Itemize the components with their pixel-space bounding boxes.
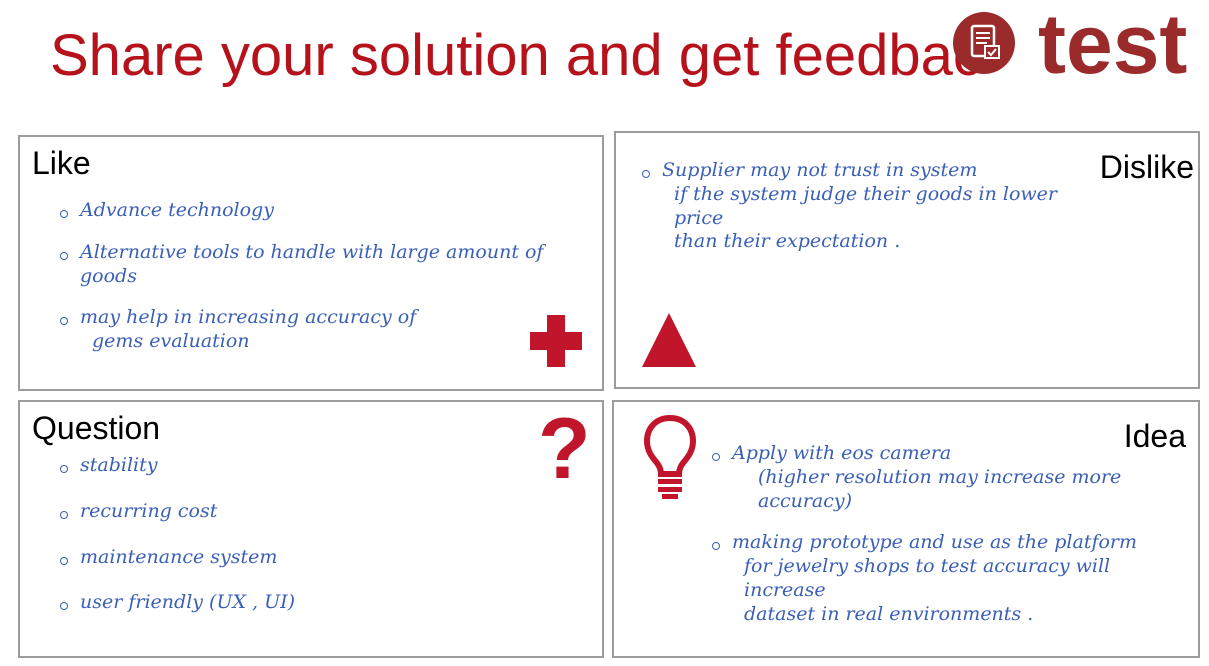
dislike-notes: Supplier may not trust in system if the s…	[638, 159, 1098, 272]
idea-panel: Idea Apply with eos camera (higher resolu…	[612, 400, 1200, 658]
list-item: Apply with eos camera (higher resolution …	[708, 442, 1192, 513]
list-item: Supplier may not trust in system if the s…	[638, 159, 1098, 254]
like-label: Like	[32, 145, 91, 181]
list-item: Alternative tools to handle with large a…	[56, 241, 596, 289]
triangle-icon	[640, 311, 698, 374]
list-item: Advance technology	[56, 199, 596, 223]
list-item: may help in increasing accuracy of gems e…	[56, 306, 596, 354]
page-title: Share your solution and get feedbac	[50, 23, 982, 88]
list-item: making prototype and use as the platform…	[708, 531, 1192, 626]
dislike-label: Dislike	[1099, 149, 1194, 185]
list-item: maintenance system	[56, 546, 456, 570]
list-item: recurring cost	[56, 500, 456, 524]
question-mark-icon: ?	[538, 401, 591, 497]
list-item: stability	[56, 454, 456, 478]
list-item: user friendly (UX , UI)	[56, 591, 456, 615]
dislike-panel: Dislike Supplier may not trust in system…	[614, 131, 1200, 389]
clipboard-check-icon	[940, 6, 1030, 80]
question-notes: stability recurring cost maintenance sys…	[56, 454, 456, 637]
plus-icon	[530, 313, 582, 374]
like-notes: Advance technology Alternative tools to …	[56, 199, 596, 372]
idea-notes: Apply with eos camera (higher resolution …	[708, 442, 1192, 644]
like-panel: Like Advance technology Alternative tool…	[18, 135, 604, 391]
question-panel: Question stability recurring cost mainte…	[18, 400, 604, 658]
logo-wordmark: test	[1038, 0, 1188, 91]
lightbulb-icon	[642, 414, 698, 505]
question-label: Question	[32, 410, 161, 446]
idea-label: Idea	[1123, 418, 1186, 454]
